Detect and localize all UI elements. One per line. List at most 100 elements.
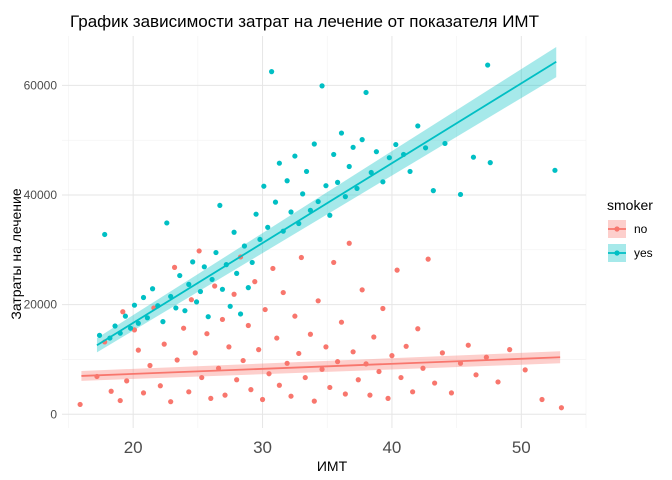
point-no-57 — [331, 259, 337, 266]
point-yes-32 — [234, 270, 240, 276]
point-no-3 — [108, 388, 114, 394]
point-no-0 — [77, 401, 83, 408]
point-yes-31 — [231, 229, 237, 235]
data-points — [77, 62, 565, 411]
point-no-58 — [334, 359, 341, 365]
point-no-66 — [367, 392, 373, 398]
point-no-80 — [439, 350, 445, 356]
legend-label-no: no — [634, 222, 648, 236]
x-tick-label-2: 40 — [382, 438, 401, 457]
point-no-25 — [212, 283, 218, 289]
point-yes-13 — [160, 319, 166, 325]
point-yes-74 — [422, 145, 429, 151]
point-yes-50 — [303, 168, 310, 175]
point-no-85 — [483, 354, 489, 360]
point-yes-62 — [350, 144, 356, 150]
point-no-5 — [120, 309, 126, 315]
point-no-20 — [192, 350, 198, 356]
point-no-49 — [298, 254, 304, 261]
point-yes-36 — [249, 259, 255, 266]
point-no-33 — [240, 357, 246, 364]
point-yes-33 — [237, 311, 244, 317]
ribbon-yes — [96, 46, 557, 353]
legend-title: smoker — [607, 197, 653, 213]
point-yes-40 — [265, 224, 271, 230]
trend-lines — [81, 61, 561, 377]
point-yes-80 — [487, 160, 493, 166]
point-no-7 — [131, 327, 138, 333]
point-no-90 — [558, 405, 565, 411]
point-no-19 — [188, 297, 194, 303]
point-yes-53 — [315, 198, 321, 205]
point-no-78 — [425, 256, 431, 262]
point-yes-56 — [327, 212, 333, 218]
point-yes-43 — [276, 160, 282, 166]
point-no-41 — [270, 265, 276, 272]
point-no-8 — [135, 347, 141, 353]
point-yes-7 — [131, 302, 138, 308]
point-yes-21 — [193, 299, 200, 305]
point-no-27 — [219, 316, 226, 323]
point-yes-73 — [415, 123, 421, 129]
point-yes-70 — [393, 141, 399, 148]
point-no-39 — [262, 306, 268, 313]
point-yes-30 — [227, 303, 233, 309]
point-no-22 — [199, 374, 205, 381]
point-no-74 — [403, 343, 409, 349]
point-no-55 — [323, 344, 329, 350]
point-no-59 — [338, 319, 345, 325]
point-yes-27 — [217, 202, 223, 209]
y-tick-label-2: 40000 — [24, 188, 58, 202]
point-no-88 — [522, 367, 528, 373]
point-no-53 — [315, 298, 321, 304]
point-no-29 — [226, 344, 232, 350]
point-yes-8 — [135, 320, 141, 326]
point-yes-60 — [342, 194, 348, 200]
point-no-77 — [420, 365, 426, 371]
point-no-44 — [280, 289, 286, 296]
point-no-54 — [319, 366, 325, 372]
point-no-23 — [204, 331, 210, 337]
point-no-56 — [327, 384, 333, 391]
point-no-6 — [124, 378, 130, 384]
point-yes-55 — [323, 183, 329, 189]
point-no-24 — [208, 395, 214, 401]
y-tick-label-3: 60000 — [24, 78, 58, 92]
x-tick-label-0: 20 — [124, 438, 143, 457]
point-no-31 — [234, 377, 240, 383]
point-no-50 — [302, 374, 308, 381]
point-yes-37 — [253, 211, 259, 217]
legend-key-point-no — [614, 226, 620, 232]
point-no-48 — [296, 350, 302, 357]
point-yes-25 — [209, 276, 215, 283]
point-yes-67 — [373, 149, 379, 155]
y-tick-label-1: 20000 — [24, 298, 58, 312]
point-no-36 — [252, 279, 258, 285]
point-no-76 — [415, 326, 421, 332]
point-yes-28 — [219, 286, 226, 292]
point-yes-17 — [177, 272, 183, 279]
point-yes-41 — [269, 69, 275, 75]
point-yes-24 — [205, 314, 211, 320]
point-no-68 — [376, 368, 382, 375]
point-no-35 — [248, 387, 254, 393]
point-yes-22 — [197, 288, 204, 295]
point-yes-14 — [164, 220, 170, 226]
point-no-10 — [147, 362, 153, 369]
point-yes-3 — [112, 323, 118, 329]
point-no-60 — [342, 391, 348, 397]
point-no-26 — [215, 365, 222, 371]
point-yes-72 — [407, 168, 413, 175]
point-yes-1 — [102, 231, 108, 238]
point-yes-9 — [140, 294, 147, 301]
y-axis-ticks: 0 20000 40000 60000 — [24, 78, 58, 421]
point-no-84 — [473, 372, 479, 378]
legend-label-yes: yes — [634, 246, 653, 260]
point-yes-68 — [380, 179, 386, 185]
y-axis-label: Затраты на лечение — [8, 188, 24, 320]
point-no-18 — [186, 389, 192, 395]
point-yes-57 — [331, 151, 337, 158]
point-yes-46 — [288, 209, 294, 215]
point-yes-52 — [311, 141, 317, 147]
